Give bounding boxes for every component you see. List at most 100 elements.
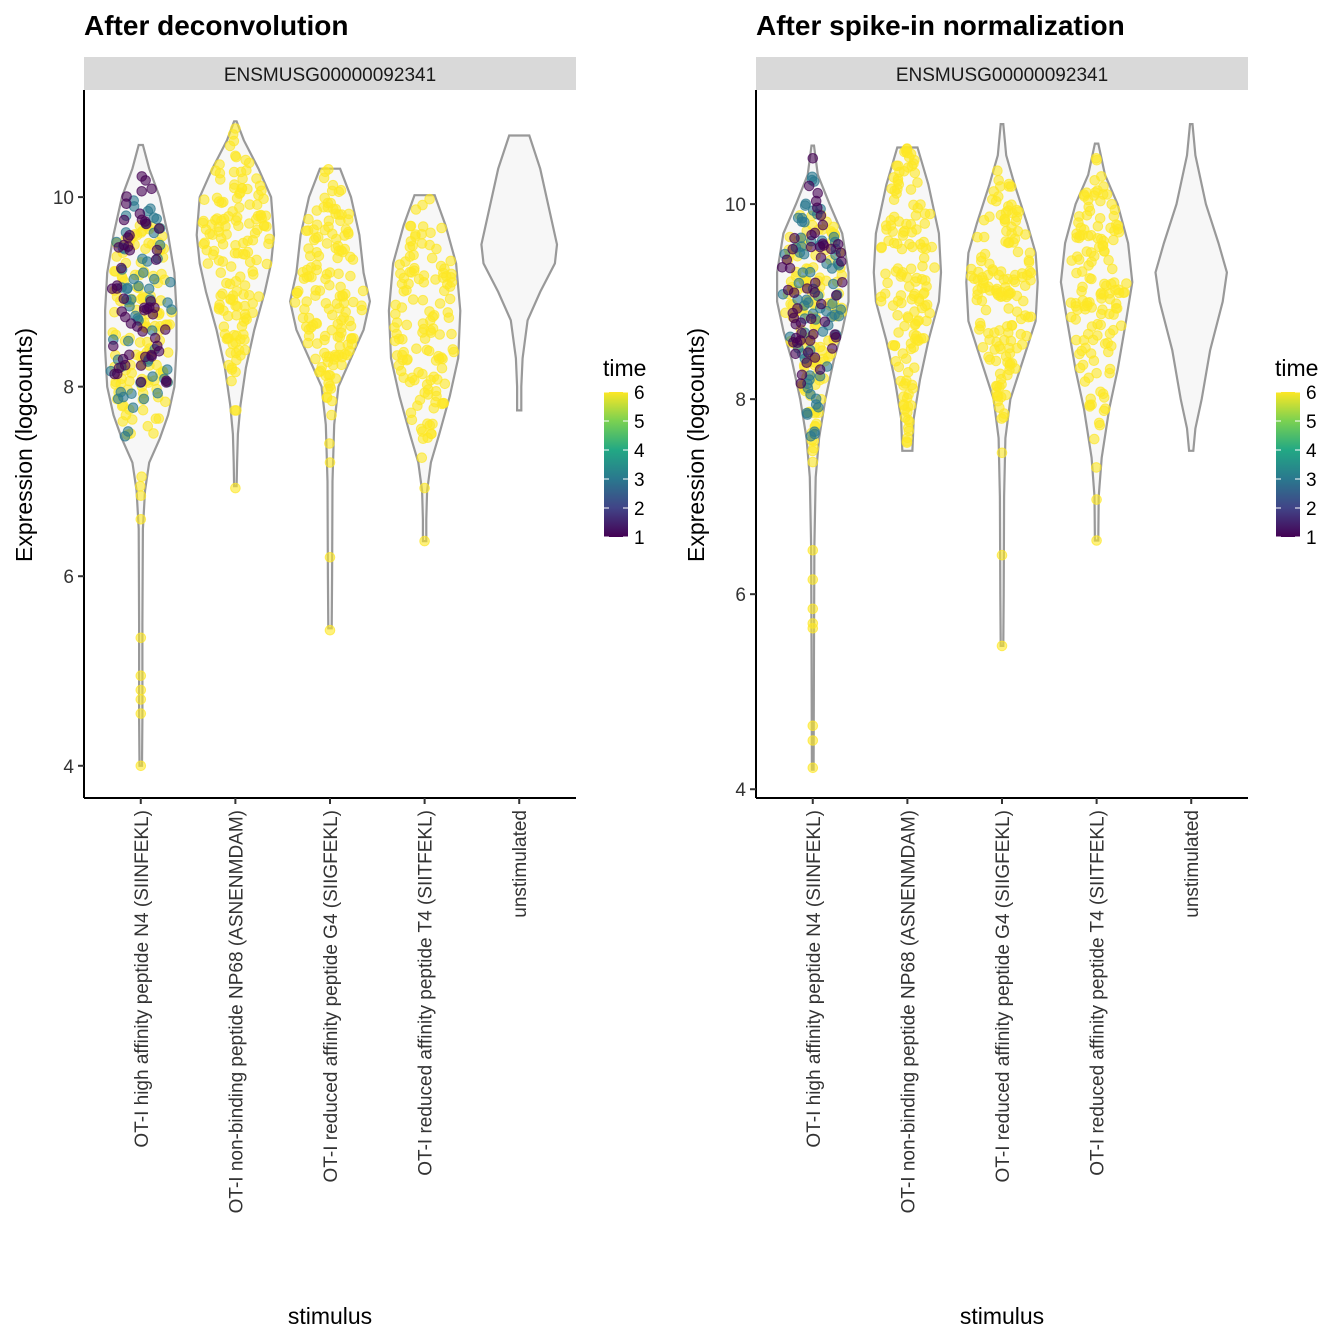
data-point [417,433,429,445]
legend-title: time [603,355,646,381]
data-point [237,237,249,249]
data-point [1091,462,1102,473]
data-point [238,289,249,300]
data-point [910,210,922,221]
data-point [918,252,930,264]
data-point [919,208,931,219]
data-point [1096,171,1107,182]
data-point [340,288,351,300]
data-point [232,301,243,312]
data-point [291,287,303,299]
data-point [996,413,1007,424]
data-point [901,272,913,283]
data-point [911,224,922,235]
data-point [809,352,821,363]
data-point [911,272,923,284]
data-point [804,266,816,278]
data-point [222,310,234,322]
y-tick-label: 4 [63,757,74,778]
data-point [136,471,147,483]
data-point [814,364,826,375]
legend-colorbar [604,392,628,537]
data-point [976,283,988,294]
data-point [311,247,323,258]
data-point [892,310,903,321]
data-point [135,490,147,502]
data-point [1086,302,1097,313]
data-point [139,302,150,314]
data-point [807,735,819,746]
legend-tick-label: 5 [1306,412,1317,433]
data-point [135,632,147,644]
data-point [316,361,328,373]
data-point [148,428,159,439]
data-point [434,298,446,309]
data-point [210,165,221,176]
data-point [1070,301,1082,312]
data-point [433,350,444,362]
data-point [135,684,147,696]
data-point [992,165,1003,176]
data-point [1103,254,1114,266]
data-point [235,271,246,283]
data-point [445,255,457,267]
data-point [323,215,335,227]
data-point [902,414,914,426]
data-point [430,274,441,285]
data-point [321,392,333,404]
facet-strip [756,57,1248,90]
data-point [303,312,315,324]
data-point [787,243,799,255]
data-point [1091,494,1102,505]
data-point [907,241,918,253]
data-point [1097,388,1109,400]
x-tick-label: OT-I non-binding peptide NP68 (ASNENMDAM… [226,810,247,1213]
data-point [807,456,819,468]
data-point [230,482,241,494]
y-tick-label: 8 [63,378,74,399]
data-point [149,332,161,344]
data-point [443,312,455,324]
data-point [357,285,369,297]
data-point [333,268,344,280]
data-point [918,236,930,248]
data-point [320,298,332,309]
data-point [1109,204,1121,216]
data-point [138,267,149,279]
data-point [912,177,923,188]
data-point [900,353,912,365]
data-point [247,307,258,319]
data-point [239,280,251,291]
data-point [146,349,157,361]
data-point [983,351,994,363]
data-point [1004,360,1015,371]
y-axis-label: Expression (logcounts) [11,328,37,562]
data-point [893,327,904,338]
data-point [880,268,891,280]
data-point [223,333,234,344]
data-point [1104,363,1116,375]
x-tick-label: OT-I non-binding peptide NP68 (ASNENMDAM… [898,810,919,1213]
data-point [1089,433,1100,445]
data-point [902,311,914,322]
data-point [343,208,355,220]
data-point [146,183,157,195]
data-point [1086,399,1097,411]
data-point [1094,419,1106,431]
data-point [1108,324,1119,336]
data-point [314,285,326,297]
data-point [151,244,163,256]
data-point [258,193,269,205]
data-point [1070,334,1082,346]
data-point [807,603,819,615]
data-point [202,258,214,269]
data-point [134,208,146,219]
data-point [807,762,819,774]
data-point [1006,221,1017,233]
data-point [446,328,457,340]
data-point [413,273,425,285]
data-point [303,213,314,225]
data-point [424,419,436,431]
data-point [309,234,320,246]
legend-tick-label: 2 [634,499,645,520]
